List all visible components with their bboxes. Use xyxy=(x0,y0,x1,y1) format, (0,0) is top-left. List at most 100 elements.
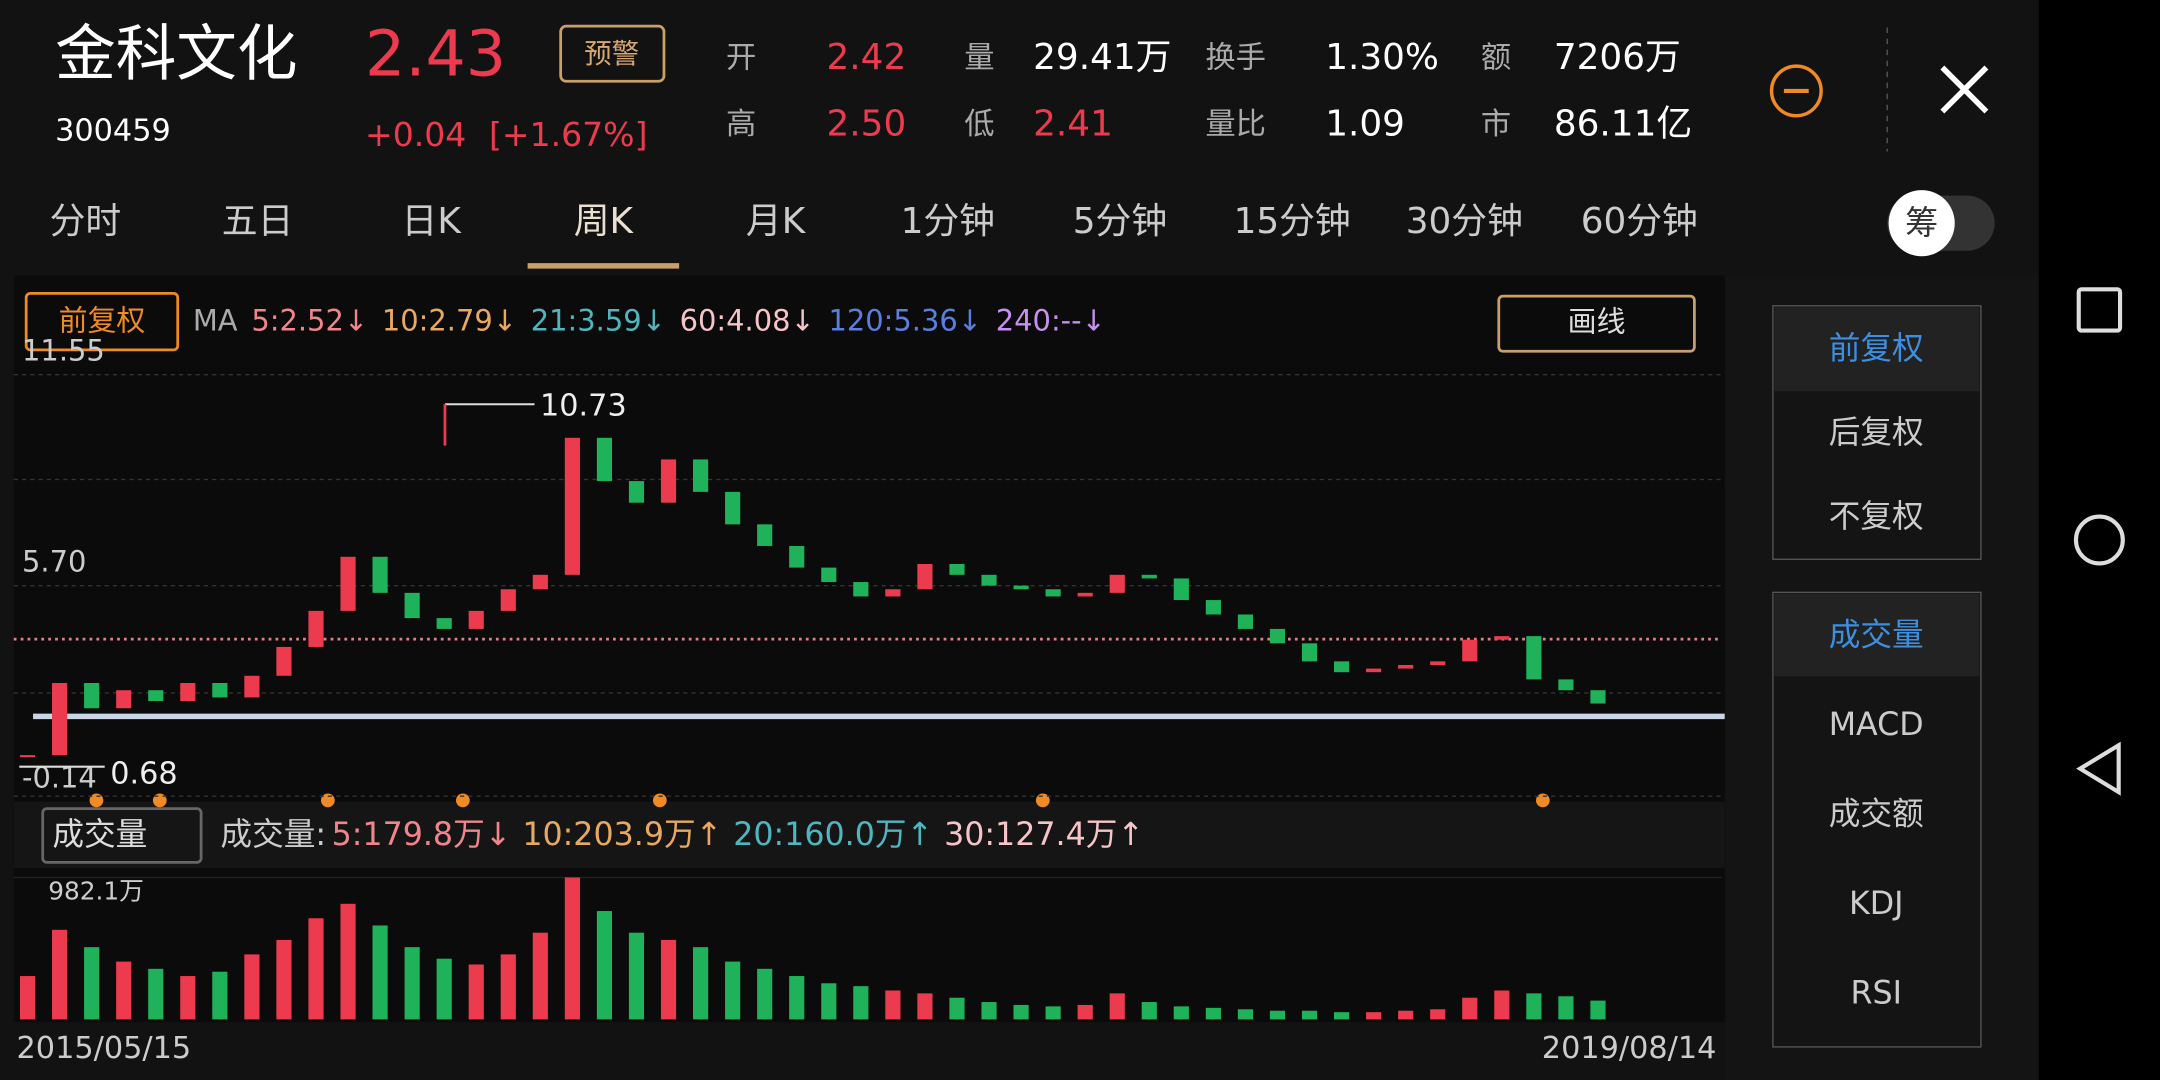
adjust-option[interactable]: 后复权 xyxy=(1829,415,1924,451)
volume-bar xyxy=(821,983,837,1020)
candle xyxy=(1173,578,1189,601)
volume-dropdown-frame[interactable] xyxy=(41,807,203,864)
volume-bar xyxy=(981,1002,997,1020)
tab[interactable]: 1分钟 xyxy=(901,201,995,242)
volume-bar xyxy=(1462,997,1478,1020)
candle xyxy=(116,690,132,709)
y-tick-label: 5.70 xyxy=(22,545,86,579)
volume-bar xyxy=(1141,1002,1157,1020)
stat-label: 额 xyxy=(1481,41,1511,76)
max-label: 10.73 xyxy=(540,389,627,424)
ma-legend: 120:5.36↓ xyxy=(829,303,983,337)
candle xyxy=(564,437,580,575)
tab[interactable]: 15分钟 xyxy=(1234,201,1351,242)
candle xyxy=(596,437,613,482)
indicator-option[interactable]: MACD xyxy=(1829,707,1924,743)
volume-bar xyxy=(84,947,100,1020)
stat-label: 换手 xyxy=(1205,41,1266,76)
candle xyxy=(821,567,837,583)
ma-legend: 21:3.59↓ xyxy=(531,303,666,337)
volume-bar xyxy=(693,947,709,1020)
candle xyxy=(757,524,773,546)
ma-legend: 5:2.52↓ xyxy=(251,303,368,337)
close-button[interactable] xyxy=(1940,65,1989,114)
chip-toggle-label: 筹 xyxy=(1905,203,1938,242)
volume-bar xyxy=(628,932,645,1020)
candle xyxy=(725,491,741,525)
indicator-option[interactable]: 成交额 xyxy=(1829,797,1924,833)
tab[interactable]: 60分钟 xyxy=(1581,201,1698,242)
volume-ma-legend: 20:160.0万↑ xyxy=(733,817,933,853)
min-label: 0.68 xyxy=(110,756,177,791)
volume-bar xyxy=(949,997,965,1020)
volume-bar xyxy=(1269,1010,1286,1020)
chart-area xyxy=(13,275,1725,1023)
stat-value: 1.09 xyxy=(1325,103,1405,144)
alert-button-frame[interactable] xyxy=(559,24,666,83)
volume-bar xyxy=(244,954,260,1020)
volume-bar xyxy=(372,925,388,1020)
stat-value: 1.30% xyxy=(1325,37,1439,78)
indicator-option[interactable]: 成交量 xyxy=(1829,617,1924,653)
volume-bar xyxy=(596,911,613,1020)
stock-name: 金科文化 xyxy=(55,19,297,89)
draw-button-frame[interactable] xyxy=(1497,294,1696,353)
volume-bar xyxy=(1237,1009,1253,1020)
volume-bar xyxy=(436,958,452,1020)
volume-bar xyxy=(308,918,324,1020)
volume-bar xyxy=(1109,993,1125,1020)
alert-button[interactable]: 预警 xyxy=(584,38,639,70)
candle xyxy=(372,556,388,593)
volume-bar xyxy=(1558,996,1574,1020)
candle xyxy=(19,755,36,758)
tab[interactable]: 五日 xyxy=(222,201,294,242)
tab[interactable]: 日K xyxy=(402,201,463,242)
indicator-option[interactable]: KDJ xyxy=(1849,886,1904,922)
tab[interactable]: 周K xyxy=(574,201,635,242)
candle xyxy=(404,592,420,619)
candle xyxy=(308,610,324,647)
candle xyxy=(1237,614,1253,629)
adjust-button-frame[interactable] xyxy=(24,292,180,352)
volume-bar xyxy=(1366,1012,1382,1020)
candle xyxy=(853,582,869,597)
candle xyxy=(917,564,933,590)
candle xyxy=(1109,574,1125,593)
draw-button[interactable]: 画线 xyxy=(1568,305,1626,339)
tab[interactable]: 月K xyxy=(746,201,807,242)
tab[interactable]: 5分钟 xyxy=(1073,201,1167,242)
volume-bar xyxy=(564,877,580,1020)
candle xyxy=(1590,690,1606,704)
volume-bar xyxy=(116,961,132,1020)
volume-bar xyxy=(1077,1004,1093,1020)
indicator-option[interactable]: RSI xyxy=(1850,976,1901,1012)
candle xyxy=(340,556,356,611)
adjust-option[interactable]: 不复权 xyxy=(1829,499,1924,535)
tab[interactable]: 30分钟 xyxy=(1406,201,1523,242)
candle xyxy=(981,574,997,586)
remove-button[interactable] xyxy=(1769,64,1823,118)
stat-value: 2.41 xyxy=(1033,103,1113,144)
home-button[interactable] xyxy=(2073,514,2125,566)
y-tick-label: 11.55 xyxy=(22,334,105,368)
candle xyxy=(789,545,805,568)
stat-value: 86.11亿 xyxy=(1554,103,1692,144)
stat-label: 开 xyxy=(726,41,756,76)
candle xyxy=(1366,668,1382,673)
adjust-option[interactable]: 前复权 xyxy=(1829,331,1924,367)
candle xyxy=(500,589,516,611)
volume-dropdown[interactable]: 成交量 xyxy=(52,817,147,853)
volume-bar xyxy=(1398,1010,1414,1020)
recent-button[interactable] xyxy=(2076,287,2123,333)
price: 2.43 xyxy=(365,16,506,90)
candle xyxy=(1430,661,1446,665)
ma-legend: 60:4.08↓ xyxy=(680,303,815,337)
candle xyxy=(276,646,292,676)
tab[interactable]: 分时 xyxy=(50,201,122,242)
back-button[interactable] xyxy=(2076,741,2121,796)
volume-bar xyxy=(1526,993,1542,1020)
volume-toolbar xyxy=(13,801,1725,868)
candle xyxy=(1045,589,1061,597)
adjust-button[interactable]: 前复权 xyxy=(59,303,146,337)
candle xyxy=(1526,636,1542,680)
